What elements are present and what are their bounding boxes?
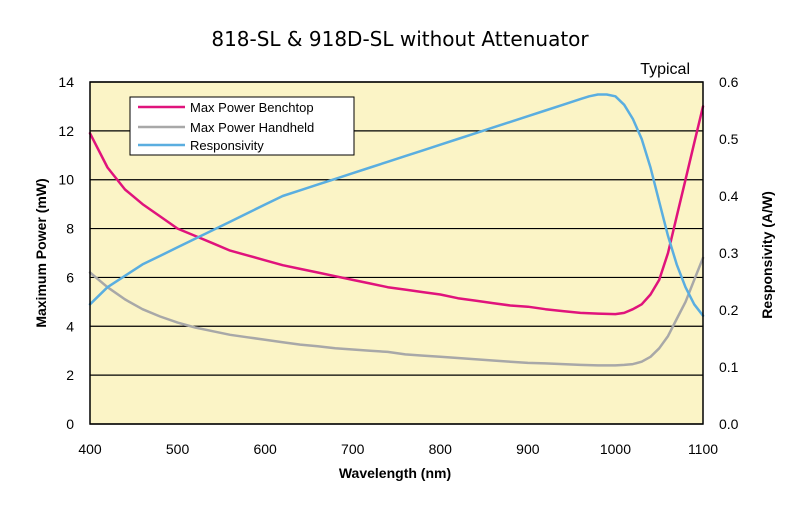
- y-tick-label-right: 0.4: [719, 188, 739, 204]
- y-tick-label-right: 0.5: [719, 131, 739, 147]
- series-line-benchtop: [88, 105, 705, 316]
- typical-annotation: Typical: [640, 61, 690, 78]
- legend-label-responsivity: Responsivity: [190, 138, 264, 153]
- x-tick-label: 500: [166, 441, 190, 457]
- x-tick-label: 1000: [600, 441, 631, 457]
- series-layer: [88, 93, 705, 367]
- x-tick-label: 900: [516, 441, 540, 457]
- tick-labels: 0 2 4 6 8 10 12 14 0.0 0.1 0.2 0.3 0.4 0.5 0.6 400 500 60…: [58, 74, 738, 457]
- y-tick-label-left: 8: [66, 221, 74, 237]
- x-tick-label: 600: [253, 441, 277, 457]
- series-line-handheld: [88, 256, 705, 367]
- legend-label-handheld: Max Power Handheld: [190, 120, 314, 135]
- y-axis-label-right: Responsivity (A/W): [759, 191, 775, 319]
- y-tick-label-right: 0.0: [719, 416, 739, 432]
- y-tick-label-left: 12: [58, 123, 74, 139]
- y-tick-label-left: 0: [66, 416, 74, 432]
- y-tick-label-left: 10: [58, 172, 74, 188]
- series-line-responsivity: [88, 93, 705, 317]
- plot-frame: [89, 81, 704, 425]
- y-tick-label-right: 0.2: [719, 302, 739, 318]
- chart-title: 818-SL & 918D-SL without Attenuator: [211, 27, 589, 51]
- x-tick-label: 400: [78, 441, 102, 457]
- y-axis-label-left: Maximum Power (mW): [33, 178, 49, 327]
- y-tick-label-right: 0.3: [719, 245, 739, 261]
- x-tick-label: 700: [341, 441, 365, 457]
- y-tick-label-right: 0.6: [719, 74, 739, 90]
- y-tick-label-left: 6: [66, 269, 74, 285]
- legend: Max Power Benchtop Max Power Handheld Re…: [129, 96, 355, 156]
- x-tick-label: 1100: [688, 441, 718, 457]
- y-tick-label-left: 14: [58, 74, 74, 90]
- y-tick-label-right: 0.1: [719, 359, 739, 375]
- x-axis-label: Wavelength (nm): [339, 465, 451, 481]
- y-tick-label-left: 2: [66, 367, 74, 383]
- legend-label-benchtop: Max Power Benchtop: [190, 100, 314, 115]
- y-tick-label-left: 4: [66, 318, 74, 334]
- x-tick-label: 800: [429, 441, 453, 457]
